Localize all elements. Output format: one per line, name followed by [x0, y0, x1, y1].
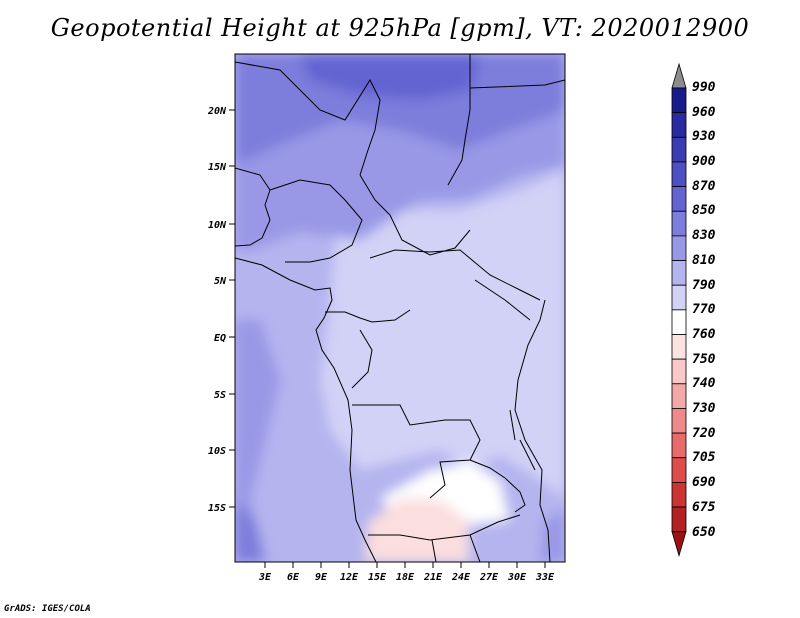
- lon-label: 21E: [423, 572, 443, 583]
- colorbar-label: 990: [692, 80, 716, 95]
- border-angola-namibia: [368, 514, 521, 541]
- border-libya-egypt: [447, 54, 471, 186]
- colorbar-segment: [671, 358, 687, 385]
- lat-label: 15S: [208, 503, 226, 514]
- lon-label: 24E: [451, 572, 471, 583]
- border-sudan: [469, 79, 565, 89]
- lon-label: 27E: [479, 572, 499, 583]
- border-west: [235, 167, 271, 247]
- colorbar-segment: [671, 210, 687, 237]
- colorbar-label: 760: [692, 327, 716, 342]
- colorbar-segment: [671, 186, 687, 212]
- field-830-southwest: [235, 500, 265, 562]
- geopotential-field: [235, 54, 565, 562]
- colorbar-segment: [671, 432, 687, 459]
- colorbar-label: 750: [692, 352, 716, 367]
- lon-label: 6E: [287, 572, 300, 583]
- colorbar-label: 850: [692, 203, 716, 218]
- coastlines-borders: [235, 54, 565, 562]
- colorbar: [671, 62, 687, 558]
- border-chad: [359, 174, 471, 256]
- lon-label: 15E: [368, 572, 387, 583]
- colorbar-label: 770: [692, 302, 716, 317]
- border-cameroon-gabon: [325, 309, 411, 323]
- colorbar-label: 930: [692, 129, 716, 144]
- lon-axis: 3E 6E 9E 12E 15E 18E 21E 24E 27E 30E 33E: [258, 562, 555, 583]
- colorbar-segment: [671, 383, 687, 409]
- colorbar-label: 900: [692, 154, 716, 169]
- colorbar-segment: [671, 260, 687, 286]
- colorbar-label: 675: [692, 500, 716, 515]
- colorbar-label: 810: [692, 253, 716, 268]
- colorbar-labels: 990 960 930 900 870 850 830 810 790 770 …: [692, 80, 716, 540]
- lat-label: 5S: [214, 390, 226, 401]
- colorbar-label: 790: [692, 278, 716, 293]
- lat-label: 10S: [208, 446, 226, 457]
- colorbar-segment: [671, 334, 687, 360]
- colorbar-label: 730: [692, 401, 716, 416]
- lat-label: 20N: [207, 106, 227, 117]
- colorbar-segment: [671, 309, 687, 335]
- border-south: [431, 534, 481, 562]
- coastline-east-africa: [514, 299, 551, 562]
- field-810-southwest: [235, 320, 280, 562]
- colorbar-segment: [671, 284, 687, 311]
- footer-credit: GrADS: IGES/COLA: [4, 604, 91, 614]
- border-zambia: [469, 459, 526, 513]
- lon-label: 12E: [340, 572, 359, 583]
- colorbar-segment: [671, 112, 687, 138]
- colorbar-segment: [671, 457, 687, 483]
- colorbar-label: 705: [692, 450, 716, 465]
- field-750-region: [365, 498, 470, 562]
- border-sahara: [235, 61, 381, 176]
- colorbar-segment: [671, 531, 687, 558]
- border-congo: [351, 329, 373, 389]
- colorbar-segment: [671, 408, 687, 434]
- colorbar-segment: [671, 161, 687, 187]
- field-770-region: [320, 170, 565, 500]
- lat-label: 15N: [208, 162, 227, 173]
- lon-label: 33E: [535, 572, 555, 583]
- colorbar-segment: [671, 481, 687, 508]
- colorbar-segment: [671, 62, 687, 89]
- colorbar-label: 690: [692, 475, 716, 490]
- lat-label: 5N: [214, 276, 227, 287]
- colorbar-segment: [671, 87, 687, 114]
- border-east: [474, 279, 531, 321]
- lat-label: 10N: [208, 220, 227, 231]
- colorbar-segment: [671, 235, 687, 261]
- border-drc-angola: [352, 404, 481, 499]
- coastline-west-africa: [235, 257, 377, 562]
- colorbar-segment: [671, 136, 687, 163]
- lon-label: 30E: [507, 572, 527, 583]
- border-car: [369, 249, 541, 301]
- colorbar-label: 720: [692, 426, 716, 441]
- colorbar-label: 740: [692, 376, 716, 391]
- lon-label: 9E: [315, 572, 328, 583]
- lat-label: EQ: [214, 333, 226, 344]
- colorbar-label: 650: [692, 525, 716, 540]
- lat-axis: 20N 15N 10N 5N EQ 5S 10S 15S: [207, 106, 235, 514]
- colorbar-label: 870: [692, 179, 716, 194]
- colorbar-label: 830: [692, 228, 716, 243]
- border-lakes: [509, 409, 536, 471]
- chart-title: Geopotential Height at 925hPa [gpm], VT:…: [50, 14, 750, 42]
- map-frame: [234, 53, 566, 563]
- lon-label: 3E: [258, 572, 272, 583]
- border-nigeria: [269, 179, 363, 263]
- field-850-region: [300, 54, 480, 100]
- colorbar-segment: [671, 506, 687, 533]
- lon-label: 18E: [396, 572, 415, 583]
- colorbar-label: 960: [692, 105, 716, 120]
